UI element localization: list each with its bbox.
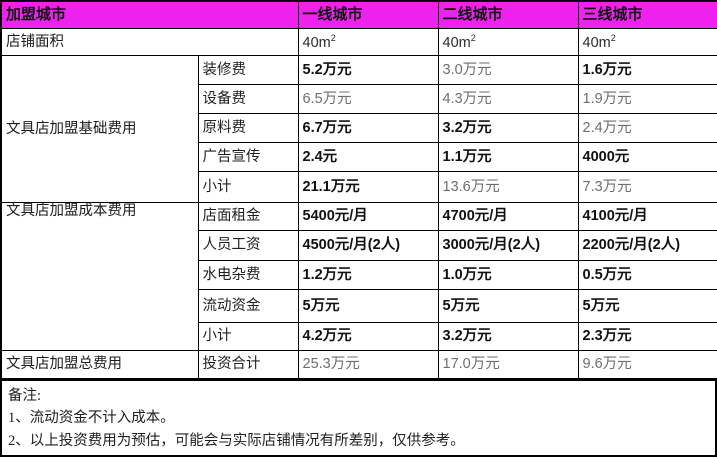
cell-basic-subtotal-tier2: 13.6万元	[437, 171, 579, 203]
group-label-cost-fee: 文具店加盟成本费用	[0, 202, 199, 351]
cell-basic-subtotal-tier1: 21.1万元	[297, 171, 439, 203]
item-label-material-fee: 原料费	[197, 113, 299, 143]
table-row-store-area: 店铺面积 40m2 40m2 40m2	[0, 28, 717, 56]
table-row-decoration-fee: 文具店加盟基础费用 装修费 5.2万元 3.0万元 1.6万元	[0, 55, 717, 203]
item-label-cost-subtotal: 小计	[197, 322, 299, 351]
cell-working-capital-tier3: 5万元	[577, 289, 717, 323]
cell-utilities-fee-tier2: 1.0万元	[437, 260, 579, 290]
item-label-advertising-fee: 广告宣传	[197, 142, 299, 172]
cell-decoration-fee-tier1: 5.2万元	[297, 55, 439, 85]
item-label-decoration-fee: 装修费	[197, 55, 299, 85]
item-label-basic-subtotal: 小计	[197, 171, 299, 203]
cell-cost-subtotal-tier1: 4.2万元	[297, 322, 439, 351]
cell-investment-total-tier1: 25.3万元	[297, 350, 439, 380]
cell-basic-subtotal-tier3: 7.3万元	[577, 171, 717, 203]
cell-utilities-fee-tier3: 0.5万元	[577, 260, 717, 290]
cell-material-fee-tier3: 2.4万元	[577, 113, 717, 143]
header-tier2: 二线城市	[437, 0, 579, 29]
table-row-staff-salary: 人员工资 4500元/月(2人) 3000元/月(2人) 2200元/月(2人)	[1, 230, 717, 261]
table-row-basic-subtotal: 小计 21.1万元 13.6万元 7.3万元	[1, 171, 717, 203]
cell-store-rent-tier2: 4700元/月	[437, 202, 579, 231]
cell-material-fee-tier2: 3.2万元	[437, 113, 579, 143]
notes-title: 备注:	[8, 388, 42, 404]
cell-investment-total-tier3: 9.6万元	[577, 350, 717, 380]
cell-store-area-tier2: 40m2	[437, 28, 579, 56]
cell-staff-salary-tier2: 3000元/月(2人)	[437, 230, 579, 261]
table-header-row: 加盟城市 一线城市 二线城市 三线城市	[0, 0, 717, 29]
note-line-2: 2、以上投资费用为预估，可能会与实际店铺情况有所差别，仅供参考。	[8, 432, 465, 449]
cell-store-area-tier3: 40m2	[577, 28, 717, 56]
cell-advertising-fee-tier2: 1.1万元	[437, 142, 579, 172]
cell-advertising-fee-tier1: 2.4元	[297, 142, 439, 172]
cell-material-fee-tier1: 6.7万元	[297, 113, 439, 143]
table-row-working-capital: 流动资金 5万元 5万元 5万元	[1, 289, 717, 323]
item-label-staff-salary: 人员工资	[197, 230, 299, 261]
cell-utilities-fee-tier1: 1.2万元	[297, 260, 439, 290]
cell-cost-subtotal-tier3: 2.3万元	[577, 322, 717, 351]
cell-store-rent-tier1: 5400元/月	[297, 202, 439, 231]
item-label-equipment-fee: 设备费	[197, 84, 299, 114]
header-city-label: 加盟城市	[0, 0, 299, 29]
header-tier1: 一线城市	[297, 0, 439, 29]
cell-cost-subtotal-tier2: 3.2万元	[437, 322, 579, 351]
note-line-1: 1、流动资金不计入成本。	[8, 410, 175, 427]
cell-equipment-fee-tier3: 1.9万元	[577, 84, 717, 114]
cell-working-capital-tier1: 5万元	[297, 289, 439, 323]
item-label-utilities-fee: 水电杂费	[197, 260, 299, 290]
cell-equipment-fee-tier1: 6.5万元	[297, 84, 439, 114]
group-label-basic-fee: 文具店加盟基础费用	[0, 55, 199, 203]
header-tier3: 三线城市	[577, 0, 717, 29]
franchise-cost-table: 加盟城市 一线城市 二线城市 三线城市 店铺面积 40m2 40m2 40m2 …	[0, 0, 717, 380]
item-label-store-rent: 店面租金	[197, 202, 299, 231]
cell-equipment-fee-tier2: 4.3万元	[437, 84, 579, 114]
cell-staff-salary-tier1: 4500元/月(2人)	[297, 230, 439, 261]
cell-store-rent-tier3: 4100元/月	[577, 202, 717, 231]
cell-store-area-tier1: 40m2	[297, 28, 439, 56]
cell-decoration-fee-tier2: 3.0万元	[437, 55, 579, 85]
item-label-working-capital: 流动资金	[197, 289, 299, 323]
notes-section: 备注: 1、流动资金不计入成本。 2、以上投资费用为预估，可能会与实际店铺情况有…	[0, 380, 717, 457]
row-label-store-area: 店铺面积	[0, 28, 299, 56]
cell-advertising-fee-tier3: 4000元	[577, 142, 717, 172]
cell-investment-total-tier2: 17.0万元	[437, 350, 579, 380]
table-row-store-rent: 文具店加盟成本费用 店面租金 5400元/月 4700元/月 4100元/月	[0, 202, 717, 351]
cell-working-capital-tier2: 5万元	[437, 289, 579, 323]
item-label-investment-total: 投资合计	[197, 350, 299, 380]
table-row-equipment-fee: 设备费 6.5万元 4.3万元 1.9万元	[1, 84, 717, 114]
cell-staff-salary-tier3: 2200元/月(2人)	[577, 230, 717, 261]
group-label-total-fee: 文具店加盟总费用	[0, 350, 199, 380]
cell-decoration-fee-tier3: 1.6万元	[577, 55, 717, 85]
table-row-investment-total: 文具店加盟总费用 投资合计 25.3万元 17.0万元 9.6万元	[0, 350, 717, 380]
table-row-cost-subtotal: 小计 4.2万元 3.2万元 2.3万元	[1, 322, 717, 351]
